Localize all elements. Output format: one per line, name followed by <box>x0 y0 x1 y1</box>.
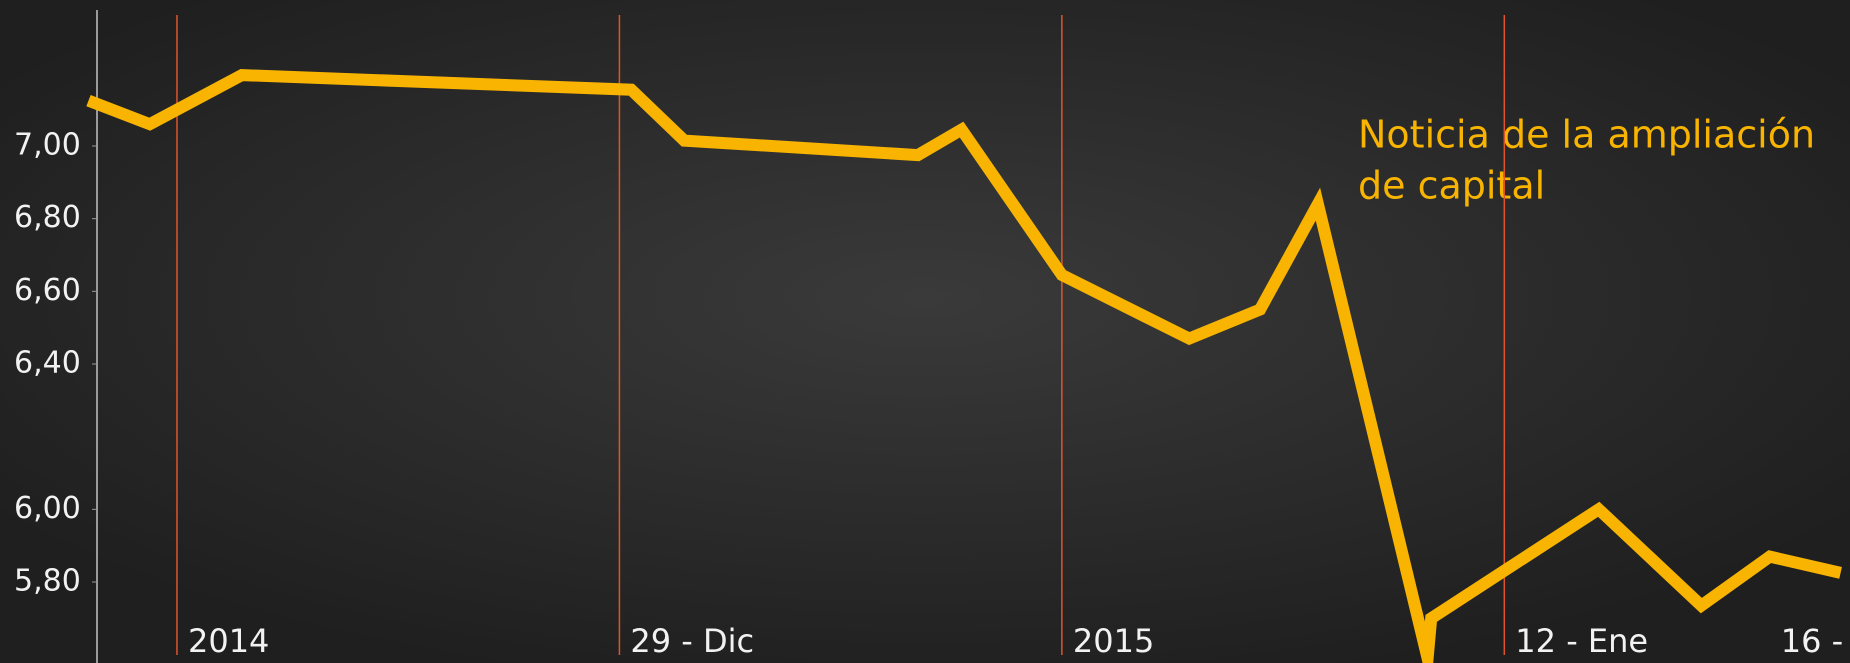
x-tick-label: 12 - Ene <box>1515 622 1648 660</box>
y-tick-label: 7,00 <box>14 128 81 163</box>
x-tick-label: 2015 <box>1073 622 1154 660</box>
x-tick-label: 16 - Ene <box>1781 622 1850 660</box>
y-tick-label: 6,80 <box>14 200 81 235</box>
x-tick-label: 29 - Dic <box>630 622 754 660</box>
annotation: de capital <box>1358 164 1545 208</box>
y-tick-label: 6,60 <box>14 273 81 308</box>
y-tick-label: 5,80 <box>14 564 81 599</box>
y-tick-label: 6,00 <box>14 491 81 526</box>
annotation: Noticia de la ampliación <box>1358 113 1815 157</box>
x-tick-label: 2014 <box>188 622 269 660</box>
line <box>86 69 1842 663</box>
y-tick-label: 6,40 <box>14 346 81 381</box>
